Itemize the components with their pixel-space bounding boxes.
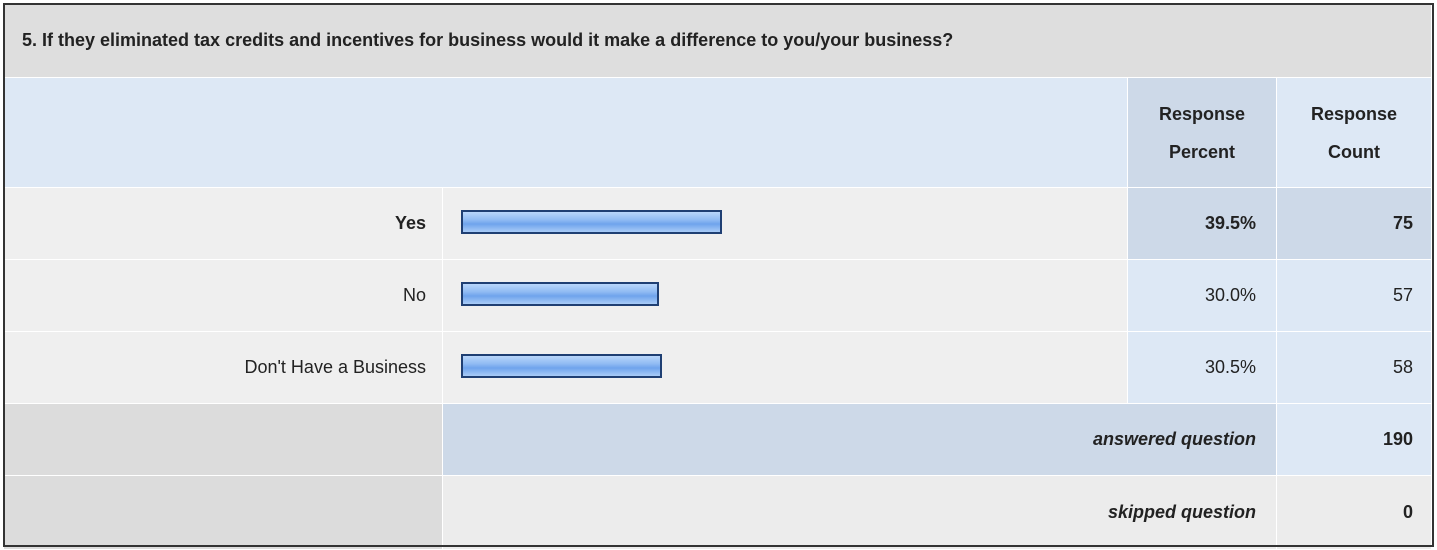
summary-blank xyxy=(4,404,443,476)
percent-value: 30.5% xyxy=(1128,332,1277,404)
summary-count: 0 xyxy=(1277,476,1432,550)
percent-bar xyxy=(461,354,663,378)
percent-bar xyxy=(461,282,659,306)
answer-label: Don't Have a Business xyxy=(4,332,443,404)
answer-label: No xyxy=(4,260,443,332)
question-title: 5. If they eliminated tax credits and in… xyxy=(4,4,1432,78)
header-percent: Response Percent xyxy=(1128,78,1277,188)
summary-label: skipped question xyxy=(443,476,1277,550)
count-value: 75 xyxy=(1277,188,1432,260)
percent-value: 30.0% xyxy=(1128,260,1277,332)
summary-count: 190 xyxy=(1277,404,1432,476)
summary-blank xyxy=(4,476,443,550)
header-count: Response Count xyxy=(1277,78,1432,188)
percent-value: 39.5% xyxy=(1128,188,1277,260)
count-value: 57 xyxy=(1277,260,1432,332)
answer-label: Yes xyxy=(4,188,443,260)
summary-label: answered question xyxy=(443,404,1277,476)
header-blank xyxy=(4,78,1128,188)
count-value: 58 xyxy=(1277,332,1432,404)
percent-bar xyxy=(461,210,722,234)
